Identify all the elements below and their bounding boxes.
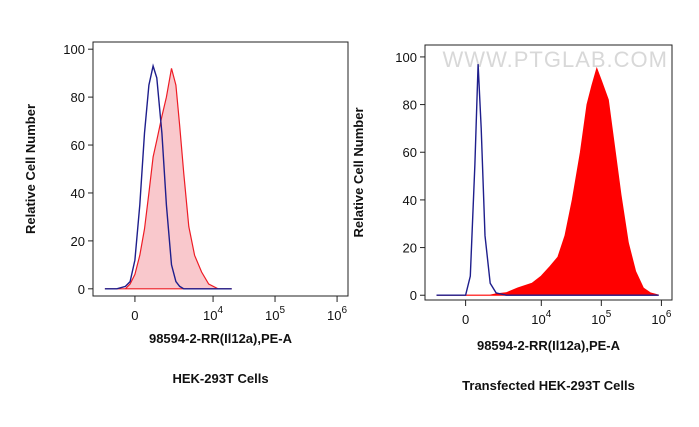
- y-tick-label: 40: [403, 193, 417, 208]
- plot: 0 20 40 60 80 100 0 104 105 106 98594-2-RR(Il12a),…: [23, 41, 349, 386]
- x-tick-label: 106: [327, 305, 347, 323]
- x-axis-label: 98594-2-RR(Il12a),PE-A: [477, 338, 621, 353]
- plot: WWW.PTGLAB.COM 0 20 40 60 80 100 0 104 105 106 9859…: [351, 44, 673, 393]
- x-tick-label: 106: [651, 309, 671, 327]
- x-tick-label: 105: [265, 305, 285, 323]
- y-tick-label: 100: [63, 42, 85, 57]
- chart-caption: Transfected HEK-293T Cells: [462, 378, 635, 393]
- y-tick-label: 80: [71, 90, 85, 105]
- y-tick-label: 20: [403, 241, 417, 256]
- y-tick-label: 20: [71, 234, 85, 249]
- x-tick-label: 0: [462, 312, 469, 327]
- x-axis-label: 98594-2-RR(Il12a),PE-A: [149, 331, 293, 346]
- y-tick-label: 60: [71, 138, 85, 153]
- chart-caption: HEK-293T Cells: [172, 371, 268, 386]
- watermark: WWW.PTGLAB.COM: [443, 47, 668, 72]
- y-axis-label: Relative Cell Number: [351, 107, 366, 237]
- y-tick-label: 0: [78, 282, 85, 297]
- y-tick-label: 40: [71, 186, 85, 201]
- plot-frame: [424, 44, 673, 301]
- y-tick-label: 80: [403, 98, 417, 113]
- x-tick-label: 104: [531, 309, 551, 327]
- y-tick-label: 0: [410, 288, 417, 303]
- area: [104, 68, 232, 290]
- plot-frame: [92, 41, 349, 297]
- y-axis-label: Relative Cell Number: [23, 104, 38, 234]
- y-tick-label: 60: [403, 145, 417, 160]
- x-tick-label: 0: [131, 308, 138, 323]
- area: [436, 66, 659, 296]
- line: [436, 64, 659, 296]
- x-tick-label: 105: [591, 309, 611, 327]
- y-tick-label: 100: [395, 50, 417, 65]
- line: [104, 63, 232, 290]
- x-tick-label: 104: [203, 305, 223, 323]
